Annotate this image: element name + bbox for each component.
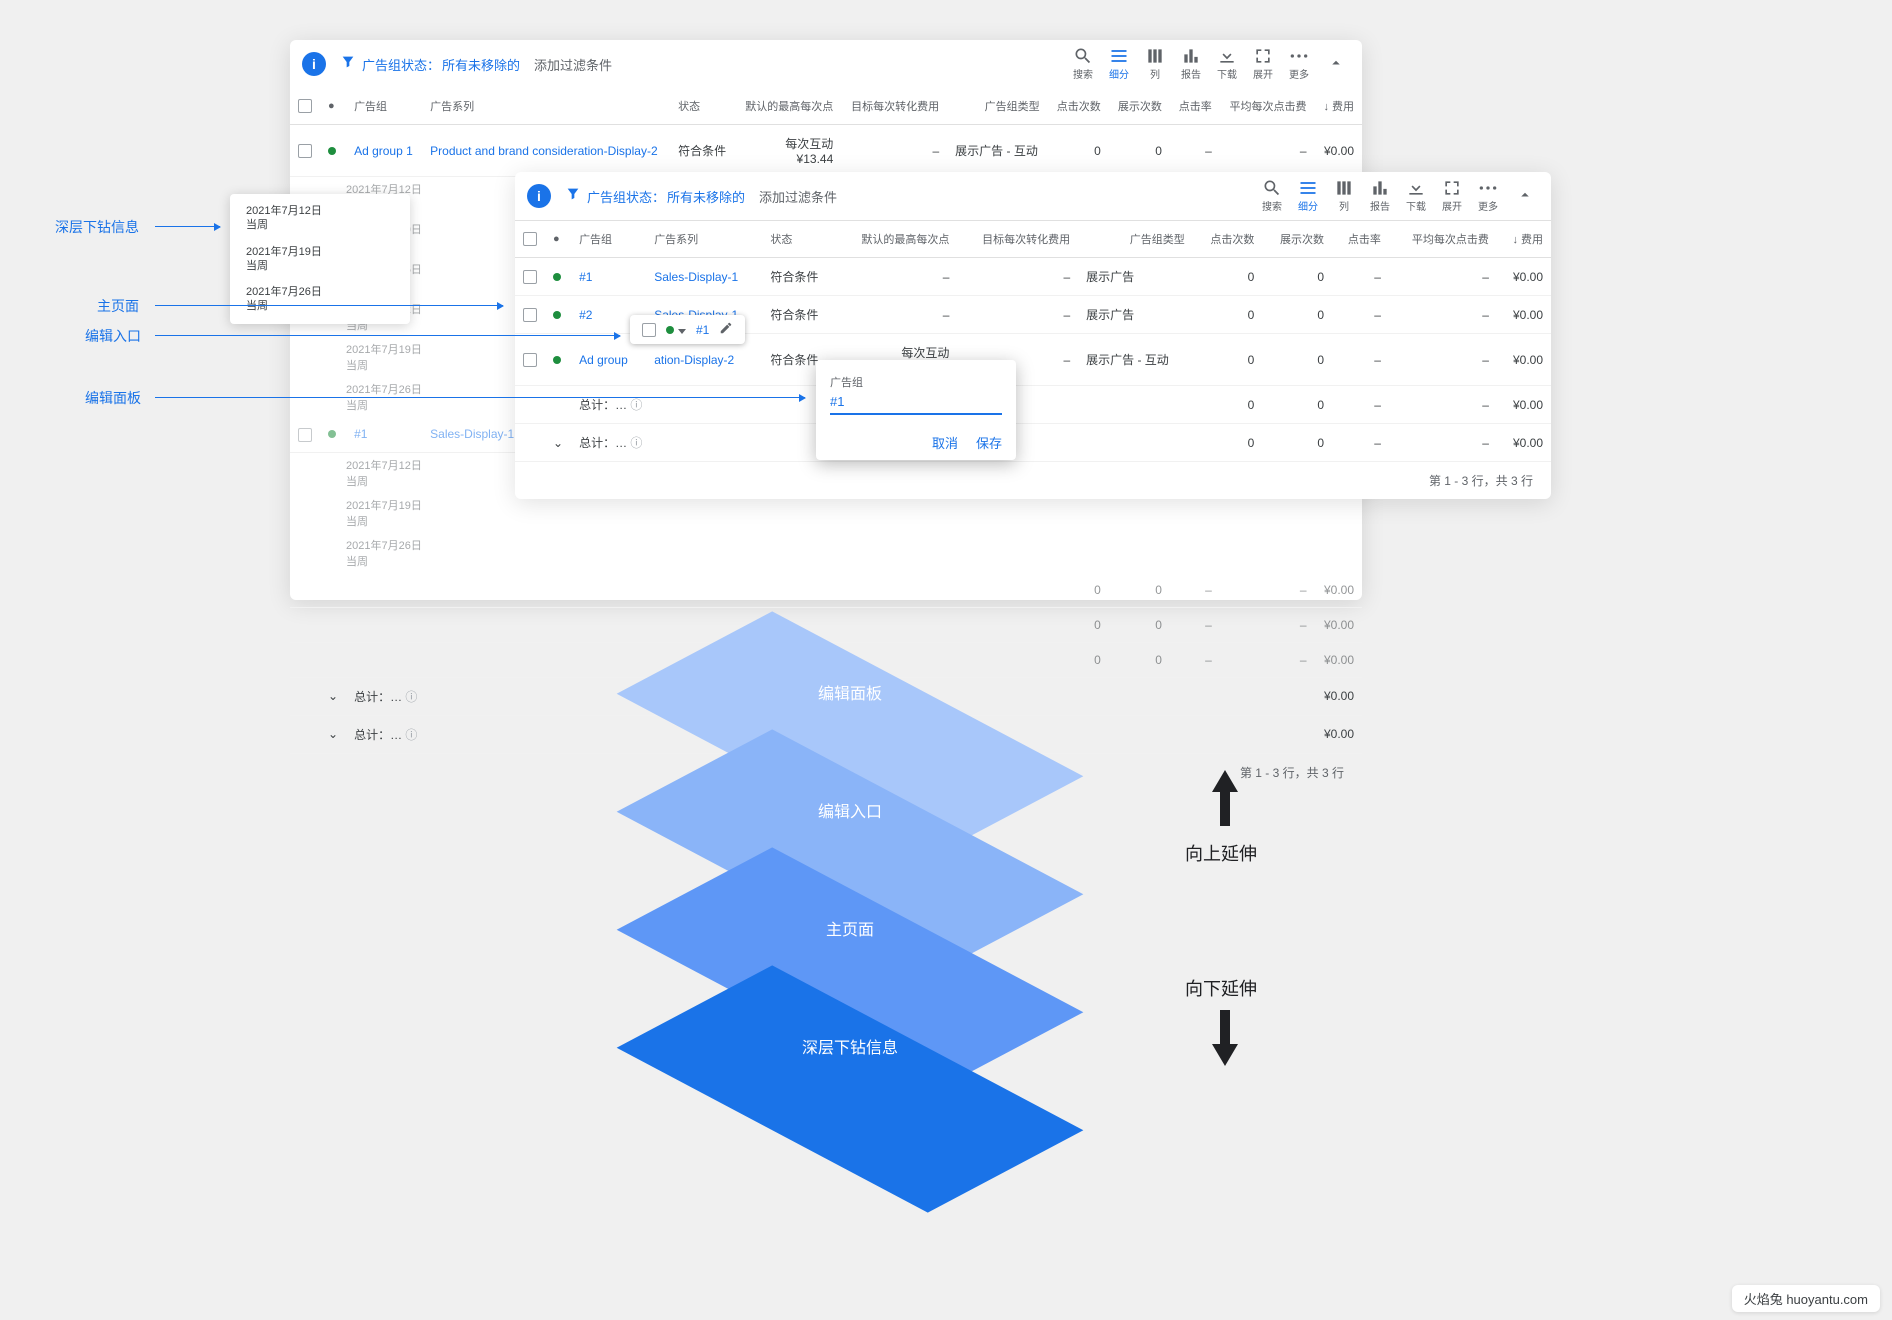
col-header[interactable]: 默认的最高每次点 xyxy=(735,88,841,125)
pager-front: 第 1 - 3 行，共 3 行 xyxy=(515,462,1551,499)
layer-diagram: 编辑面板编辑入口主页面深层下钻信息 xyxy=(560,625,1140,1165)
filter-value[interactable]: 所有未移除的 xyxy=(667,187,745,206)
toolbar-more-button[interactable]: 更多 xyxy=(1471,176,1505,213)
col-header[interactable]: 展示次数 xyxy=(1262,221,1332,258)
info-badge: i xyxy=(527,184,551,208)
col-header[interactable]: 点击率 xyxy=(1332,221,1389,258)
add-filter[interactable]: 添加过滤条件 xyxy=(759,187,837,206)
toolbar-download-button[interactable]: 下载 xyxy=(1399,176,1433,213)
col-header[interactable]: 展示次数 xyxy=(1109,88,1170,125)
filter-value[interactable]: 所有未移除的 xyxy=(442,55,520,74)
row-checkbox[interactable] xyxy=(523,308,537,322)
select-all-checkbox[interactable] xyxy=(523,232,537,246)
anno-line xyxy=(155,335,620,336)
filter-label: 广告组状态： xyxy=(587,187,665,206)
anno-panel: 编辑面板 xyxy=(85,388,141,408)
anno-line xyxy=(155,397,805,398)
col-header[interactable]: 广告系列 xyxy=(646,221,762,258)
status-dot-icon xyxy=(328,147,336,155)
drill-item[interactable]: 2021年7月19日当周 xyxy=(230,239,410,280)
filter-icon[interactable] xyxy=(340,54,356,75)
toolbar-reports-button[interactable]: 报告 xyxy=(1174,44,1208,81)
toolbar-search-button[interactable]: 搜索 xyxy=(1255,176,1289,213)
toolbar-expand-button[interactable]: 展开 xyxy=(1246,44,1280,81)
add-filter[interactable]: 添加过滤条件 xyxy=(534,55,612,74)
toolbar-expand-button[interactable]: 展开 xyxy=(1435,176,1469,213)
anno-main: 主页面 xyxy=(97,296,139,316)
arrow-up-icon xyxy=(1210,770,1240,826)
col-header[interactable]: 点击次数 xyxy=(1193,221,1263,258)
toolbar-search-button[interactable]: 搜索 xyxy=(1066,44,1100,81)
diagram-layer: 深层下钻信息 xyxy=(630,979,1070,1199)
table-row[interactable]: #1Sales-Display-1符合条件 ––展示广告 00––¥0.00 xyxy=(515,258,1551,296)
edit-entry-chip[interactable]: #1 xyxy=(630,315,745,344)
toolbar-columns-button[interactable]: 列 xyxy=(1138,44,1172,81)
drill-item[interactable]: 2021年7月26日当周 xyxy=(230,279,410,320)
pencil-icon[interactable] xyxy=(719,321,733,338)
col-header[interactable]: ↓ 费用 xyxy=(1315,88,1362,125)
col-header[interactable]: 默认的最高每次点 xyxy=(837,221,958,258)
edit-panel-popup: 广告组 取消 保存 xyxy=(816,360,1016,460)
chip-name[interactable]: #1 xyxy=(696,323,709,337)
edit-label: 广告组 xyxy=(830,374,1002,390)
anno-line xyxy=(155,226,220,227)
status-dot-icon xyxy=(553,311,561,319)
col-header[interactable]: 点击率 xyxy=(1170,88,1220,125)
toolbar-segment-button[interactable]: 细分 xyxy=(1102,44,1136,81)
filter-label: 广告组状态： xyxy=(362,55,440,74)
col-header[interactable]: 广告系列 xyxy=(422,88,670,125)
watermark: 火焰兔 huoyantu.com xyxy=(1732,1285,1880,1312)
status-dot-icon xyxy=(553,356,561,364)
cancel-button[interactable]: 取消 xyxy=(932,433,958,452)
extend-up-label: 向上延伸 xyxy=(1185,840,1257,866)
col-header[interactable]: 广告组 xyxy=(571,221,646,258)
toolbar-reports-button[interactable]: 报告 xyxy=(1363,176,1397,213)
col-header[interactable]: 状态 xyxy=(762,221,836,258)
collapse-icon[interactable] xyxy=(1511,176,1539,213)
chip-checkbox[interactable] xyxy=(642,323,656,337)
col-header[interactable]: 广告组 xyxy=(346,88,422,125)
anno-entry: 编辑入口 xyxy=(85,326,141,346)
col-header[interactable]: 目标每次转化费用 xyxy=(957,221,1078,258)
col-header[interactable]: ↓ 费用 xyxy=(1497,221,1551,258)
filter-icon[interactable] xyxy=(565,186,581,207)
drill-row: 2021年7月26日当周 xyxy=(290,533,1362,573)
save-button[interactable]: 保存 xyxy=(976,433,1002,452)
anno-line xyxy=(155,305,503,306)
select-all-checkbox[interactable] xyxy=(298,99,312,113)
row-checkbox[interactable] xyxy=(523,353,537,367)
total-row: 总计：… ⓘ00––¥0.00 xyxy=(515,386,1551,424)
toolbar-segment-button[interactable]: 细分 xyxy=(1291,176,1325,213)
col-header[interactable]: 目标每次转化费用 xyxy=(841,88,947,125)
collapse-icon[interactable] xyxy=(1322,44,1350,81)
col-header[interactable]: 广告组类型 xyxy=(947,88,1048,125)
row-checkbox[interactable] xyxy=(298,144,312,158)
anno-drill: 深层下钻信息 xyxy=(55,217,139,237)
status-dot-icon xyxy=(553,273,561,281)
col-header[interactable]: 点击次数 xyxy=(1048,88,1109,125)
edit-input[interactable] xyxy=(830,392,1002,415)
toolbar-columns-button[interactable]: 列 xyxy=(1327,176,1361,213)
arrow-down-icon xyxy=(1210,1010,1240,1066)
info-badge: i xyxy=(302,52,326,76)
toolbar-front: i 广告组状态： 所有未移除的 添加过滤条件 搜索细分列报告下载展开更多 xyxy=(515,172,1551,220)
table-row[interactable]: Ad group 1Product and brand consideratio… xyxy=(290,125,1362,177)
metric-row: 00––¥0.00 xyxy=(290,573,1362,608)
drill-item[interactable]: 2021年7月12日当周 xyxy=(230,198,410,239)
total-row: ⌄总计：… ⓘ00––¥0.00 xyxy=(515,424,1551,462)
extend-down-label: 向下延伸 xyxy=(1185,975,1257,1001)
toolbar-download-button[interactable]: 下载 xyxy=(1210,44,1244,81)
col-header[interactable]: 广告组类型 xyxy=(1078,221,1193,258)
col-header[interactable]: 平均每次点击费 xyxy=(1220,88,1315,125)
row-checkbox[interactable] xyxy=(523,270,537,284)
toolbar-more-button[interactable]: 更多 xyxy=(1282,44,1316,81)
col-header[interactable]: 状态 xyxy=(670,88,735,125)
col-header[interactable]: 平均每次点击费 xyxy=(1389,221,1497,258)
status-dot-icon xyxy=(666,326,674,334)
toolbar-back: i 广告组状态： 所有未移除的 添加过滤条件 搜索细分列报告下载展开更多 xyxy=(290,40,1362,88)
